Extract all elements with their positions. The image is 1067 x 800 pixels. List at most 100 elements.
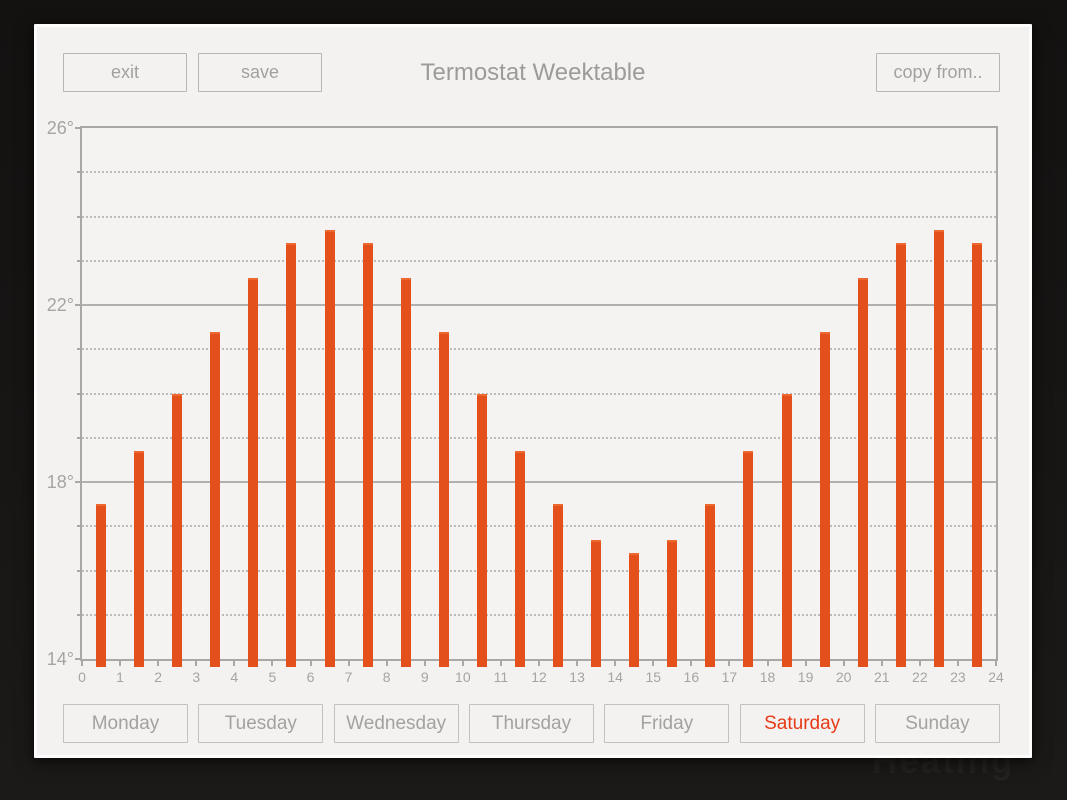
x-axis-label-6: 6	[306, 669, 315, 685]
page-title: Termostat Weektable	[420, 59, 646, 86]
temp-bar-hour-19[interactable]	[819, 331, 830, 667]
day-tab-saturday[interactable]: Saturday	[739, 704, 865, 743]
x-axis-label-4: 4	[230, 669, 239, 685]
temp-bar-hour-15[interactable]	[667, 539, 678, 667]
gridline-minor-24	[82, 215, 996, 218]
day-tab-sunday[interactable]: Sunday	[874, 704, 1000, 743]
temp-bar-hour-5[interactable]	[286, 243, 297, 667]
x-axis-label-5: 5	[268, 669, 277, 685]
temp-bar-hour-4[interactable]	[248, 278, 259, 667]
x-axis-tick-16	[690, 660, 693, 666]
x-axis-label-8: 8	[382, 669, 391, 685]
x-axis-tick-18	[766, 660, 769, 666]
temp-bar-hour-21[interactable]	[895, 243, 906, 667]
gridline-minor-19	[82, 436, 996, 439]
y-axis-minor-tick-15	[77, 613, 80, 616]
y-axis-minor-tick-23	[77, 259, 80, 262]
temp-bar-hour-11[interactable]	[514, 451, 525, 667]
temp-bar-hour-22[interactable]	[933, 229, 944, 667]
x-axis-tick-4	[233, 660, 236, 666]
x-axis-label-13: 13	[569, 669, 585, 685]
y-axis-minor-tick-19	[77, 436, 80, 439]
gridline-minor-16	[82, 569, 996, 572]
x-axis-label-21: 21	[873, 669, 890, 685]
gridline-minor-17	[82, 525, 996, 528]
temp-bar-hour-10[interactable]	[476, 393, 487, 667]
gridline-minor-23	[82, 259, 996, 262]
temp-bar-hour-18[interactable]	[781, 393, 792, 667]
y-axis-minor-tick-17	[77, 525, 80, 528]
temp-bar-hour-6[interactable]	[324, 229, 335, 667]
y-axis-minor-tick-16	[77, 569, 80, 572]
y-axis-label-22: 22°	[46, 295, 74, 315]
x-axis-tick-13	[576, 660, 579, 666]
x-axis-label-20: 20	[835, 669, 852, 685]
temp-bar-hour-0[interactable]	[96, 504, 107, 667]
temp-bar-hour-1[interactable]	[134, 451, 145, 667]
x-axis-tick-24	[995, 660, 997, 666]
x-axis-label-14: 14	[607, 669, 623, 685]
x-axis-label-17: 17	[721, 669, 738, 685]
x-axis-label-16: 16	[683, 669, 700, 685]
x-axis-tick-21	[880, 660, 883, 666]
x-axis-tick-11	[499, 660, 502, 666]
day-tab-wednesday[interactable]: Wednesday	[333, 704, 459, 743]
x-axis-tick-1	[119, 660, 122, 666]
temp-bar-hour-13[interactable]	[591, 539, 602, 667]
x-axis-tick-6	[309, 660, 312, 666]
gridline-minor-21	[82, 348, 996, 351]
exit-button[interactable]: exit	[63, 53, 187, 92]
gridline-minor-15	[82, 613, 996, 616]
chart-plot-area	[80, 126, 998, 667]
day-tab-tuesday[interactable]: Tuesday	[198, 704, 324, 743]
x-axis-label-18: 18	[759, 669, 776, 685]
temp-bar-hour-2[interactable]	[172, 393, 183, 667]
x-axis-label-1: 1	[116, 669, 124, 685]
y-axis-tick-18	[75, 481, 80, 483]
y-axis-tick-26	[75, 127, 80, 129]
copy-from-button[interactable]: copy from..	[876, 53, 1000, 92]
thermostat-weektable-dialog: exit save Termostat Weektable copy from.…	[34, 24, 1032, 758]
x-axis-tick-20	[842, 660, 845, 666]
x-axis-label-3: 3	[192, 669, 201, 685]
day-tab-monday[interactable]: Monday	[63, 704, 188, 743]
temp-bar-hour-23[interactable]	[971, 243, 982, 667]
temp-bar-hour-3[interactable]	[210, 331, 221, 667]
temp-bar-hour-12[interactable]	[553, 504, 564, 667]
temp-bar-hour-17[interactable]	[743, 451, 754, 667]
day-tab-bar: Monday Tuesday Wednesday Thursday Friday Satu…	[63, 704, 1000, 743]
x-axis-tick-0	[81, 660, 83, 666]
x-axis-label-19: 19	[797, 669, 814, 685]
x-axis-tick-12	[538, 660, 540, 666]
gridline-minor-25	[82, 171, 996, 174]
x-axis-tick-23	[956, 660, 959, 666]
temp-bar-hour-20[interactable]	[857, 278, 868, 667]
y-axis-tick-22	[75, 304, 80, 306]
x-axis-label-9: 9	[420, 669, 429, 685]
x-axis-label-15: 15	[645, 669, 662, 685]
x-axis-tick-19	[804, 660, 807, 666]
x-axis-tick-8	[385, 660, 388, 666]
x-axis-label-10: 10	[455, 669, 471, 685]
gridline-major-18	[82, 481, 996, 483]
x-axis-tick-22	[918, 660, 921, 666]
temp-bar-hour-14[interactable]	[629, 552, 640, 667]
x-axis-label-22: 22	[912, 669, 928, 685]
gridline-minor-20	[82, 392, 996, 395]
save-button[interactable]: save	[198, 53, 322, 92]
x-axis-label-0: 0	[78, 669, 86, 685]
x-axis-tick-17	[728, 660, 731, 666]
x-axis-label-7: 7	[344, 669, 353, 685]
day-tab-friday[interactable]: Friday	[604, 704, 730, 743]
y-axis-minor-tick-24	[77, 215, 80, 218]
temp-bar-hour-8[interactable]	[400, 278, 411, 667]
day-tab-thursday[interactable]: Thursday	[468, 704, 594, 743]
temp-bar-hour-7[interactable]	[362, 243, 373, 667]
x-axis-tick-5	[271, 660, 274, 666]
x-axis-label-12: 12	[531, 669, 547, 685]
x-axis-label-24: 24	[988, 669, 1004, 685]
temp-bar-hour-16[interactable]	[705, 504, 716, 667]
temp-bar-hour-9[interactable]	[438, 331, 449, 667]
x-axis-tick-10	[461, 660, 464, 666]
